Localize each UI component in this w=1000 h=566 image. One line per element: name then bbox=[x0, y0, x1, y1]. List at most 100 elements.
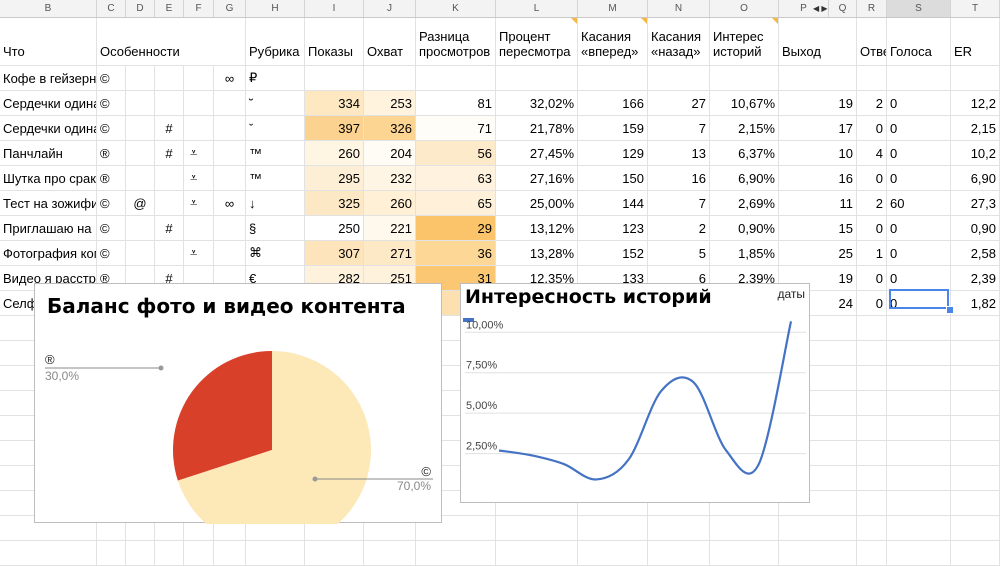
empty-cell[interactable] bbox=[648, 491, 710, 515]
fill-handle[interactable] bbox=[946, 306, 954, 314]
cell-j[interactable]: 221 bbox=[364, 216, 416, 240]
cell-e[interactable]: # bbox=[155, 116, 184, 140]
cell-j[interactable]: 204 bbox=[364, 141, 416, 165]
cell-e[interactable]: # bbox=[155, 141, 184, 165]
empty-cell[interactable] bbox=[416, 491, 496, 515]
cell-o[interactable]: 10,67% bbox=[710, 91, 779, 115]
cell-n[interactable]: 2 bbox=[648, 216, 710, 240]
cell-s[interactable] bbox=[887, 66, 951, 90]
empty-cell[interactable] bbox=[887, 516, 951, 540]
empty-cell[interactable] bbox=[214, 541, 246, 565]
empty-cell[interactable] bbox=[0, 541, 97, 565]
cell-k[interactable]: 36 bbox=[416, 241, 496, 265]
column-letter-q[interactable]: Q bbox=[829, 0, 857, 17]
empty-cell[interactable] bbox=[779, 416, 857, 440]
cell-h[interactable]: ˇ bbox=[246, 116, 305, 140]
cell-n[interactable]: 5 bbox=[648, 241, 710, 265]
cell-c[interactable]: © bbox=[97, 91, 126, 115]
empty-cell[interactable] bbox=[887, 466, 951, 490]
cell-h[interactable]: § bbox=[246, 216, 305, 240]
cell-m[interactable]: 144 bbox=[578, 191, 648, 215]
cell-i[interactable]: 295 bbox=[305, 166, 364, 190]
cell-b[interactable]: Сердечки одина bbox=[0, 91, 97, 115]
cell-i[interactable] bbox=[305, 66, 364, 90]
cell-o[interactable]: 1,85% bbox=[710, 241, 779, 265]
empty-cell[interactable] bbox=[951, 416, 1000, 440]
cell-i[interactable]: 325 bbox=[305, 191, 364, 215]
empty-cell[interactable] bbox=[857, 341, 887, 365]
header-o[interactable]: Интерес историй bbox=[710, 18, 779, 65]
line-series[interactable] bbox=[498, 321, 793, 481]
cell-i[interactable]: 334 bbox=[305, 91, 364, 115]
cell-n[interactable] bbox=[648, 66, 710, 90]
column-letter-n[interactable]: N bbox=[648, 0, 710, 17]
empty-cell[interactable] bbox=[857, 416, 887, 440]
cell-s[interactable]: 0 bbox=[887, 91, 951, 115]
empty-cell[interactable] bbox=[951, 441, 1000, 465]
header-p[interactable]: Выход bbox=[779, 18, 857, 65]
cell-t[interactable]: 6,90 bbox=[951, 166, 1000, 190]
empty-cell[interactable] bbox=[887, 441, 951, 465]
cell-r[interactable]: 4 bbox=[857, 141, 887, 165]
cell-l[interactable]: 25,00% bbox=[496, 191, 578, 215]
cell-e[interactable] bbox=[155, 66, 184, 90]
empty-cell[interactable] bbox=[779, 466, 857, 490]
cell-n[interactable]: 16 bbox=[648, 166, 710, 190]
empty-cell[interactable] bbox=[887, 491, 951, 515]
cell-b[interactable]: Кофе в гейзерно bbox=[0, 66, 97, 90]
cell-l[interactable]: 21,78% bbox=[496, 116, 578, 140]
cell-e[interactable] bbox=[155, 91, 184, 115]
cell-m[interactable]: 159 bbox=[578, 116, 648, 140]
empty-cell[interactable] bbox=[155, 541, 184, 565]
empty-cell[interactable] bbox=[779, 316, 857, 340]
cell-c[interactable]: © bbox=[97, 216, 126, 240]
cell-j[interactable]: 271 bbox=[364, 241, 416, 265]
cell-p[interactable]: 19 bbox=[779, 266, 857, 290]
cell-g[interactable] bbox=[214, 116, 246, 140]
cell-h[interactable]: ↓ bbox=[246, 191, 305, 215]
cell-t[interactable]: 27,3 bbox=[951, 191, 1000, 215]
cell-f[interactable]: ⩡ bbox=[184, 191, 214, 215]
empty-cell[interactable] bbox=[951, 341, 1000, 365]
cell-f[interactable]: ⩡ bbox=[184, 166, 214, 190]
cell-e[interactable]: # bbox=[155, 266, 184, 290]
cell-p[interactable]: 15 bbox=[779, 216, 857, 240]
empty-cell[interactable] bbox=[496, 541, 578, 565]
cell-t[interactable]: 12,2 bbox=[951, 91, 1000, 115]
column-letter-s[interactable]: S bbox=[887, 0, 951, 17]
cell-c[interactable]: © bbox=[97, 191, 126, 215]
cell-t[interactable]: 2,39 bbox=[951, 266, 1000, 290]
cell-r[interactable]: 0 bbox=[857, 266, 887, 290]
empty-cell[interactable] bbox=[887, 391, 951, 415]
empty-cell[interactable] bbox=[857, 516, 887, 540]
cell-c[interactable]: ® bbox=[97, 141, 126, 165]
cell-d[interactable] bbox=[126, 141, 155, 165]
header-n[interactable]: Касания «назад» bbox=[648, 18, 710, 65]
cell-t[interactable]: 2,15 bbox=[951, 116, 1000, 140]
cell-c[interactable]: © bbox=[97, 241, 126, 265]
cell-l[interactable] bbox=[496, 66, 578, 90]
cell-p[interactable]: 24 bbox=[779, 291, 857, 315]
cell-j[interactable]: 260 bbox=[364, 191, 416, 215]
cell-f[interactable]: ⩡ bbox=[184, 241, 214, 265]
cell-m[interactable]: 152 bbox=[578, 241, 648, 265]
cell-c[interactable]: ® bbox=[97, 266, 126, 290]
header-c[interactable]: Особенности bbox=[97, 18, 246, 65]
empty-cell[interactable] bbox=[184, 541, 214, 565]
cell-o[interactable]: 6,90% bbox=[710, 166, 779, 190]
cell-t[interactable] bbox=[951, 66, 1000, 90]
empty-cell[interactable] bbox=[857, 391, 887, 415]
empty-cell[interactable] bbox=[951, 541, 1000, 565]
empty-cell[interactable] bbox=[779, 391, 857, 415]
empty-cell[interactable] bbox=[779, 441, 857, 465]
cell-d[interactable] bbox=[126, 266, 155, 290]
cell-r[interactable]: 0 bbox=[857, 116, 887, 140]
cell-p[interactable]: 17 bbox=[779, 116, 857, 140]
cell-j[interactable]: 253 bbox=[364, 91, 416, 115]
cell-l[interactable]: 13,28% bbox=[496, 241, 578, 265]
cell-s[interactable]: 0 bbox=[887, 291, 951, 315]
column-letter-m[interactable]: M bbox=[578, 0, 648, 17]
cell-j[interactable] bbox=[364, 66, 416, 90]
cell-f[interactable] bbox=[184, 216, 214, 240]
cell-g[interactable] bbox=[214, 91, 246, 115]
